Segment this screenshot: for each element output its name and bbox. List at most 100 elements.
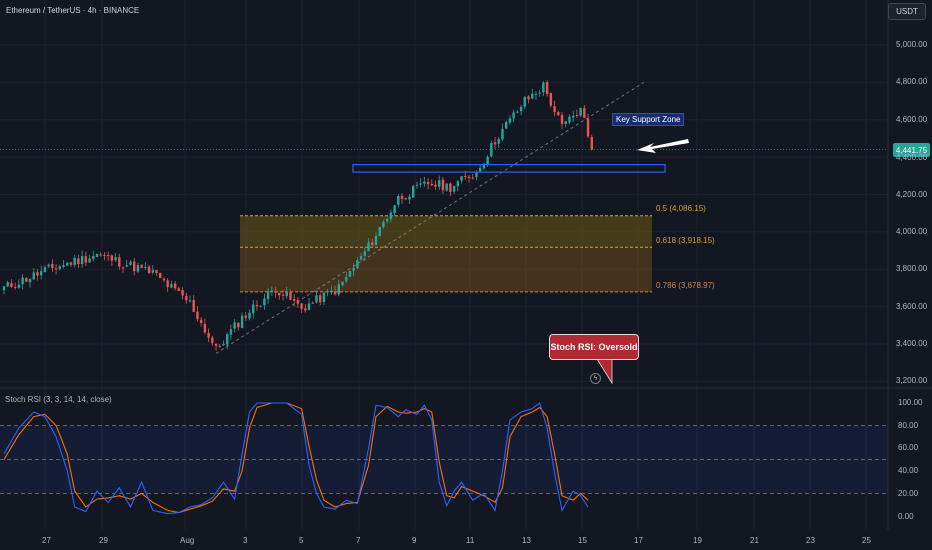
candle-body	[575, 115, 579, 117]
candle-body	[419, 183, 422, 185]
candle-body	[285, 291, 288, 297]
candle-body	[337, 284, 340, 295]
candle-body	[166, 280, 169, 287]
candle-body	[266, 291, 270, 300]
osc-tick: 20.00	[898, 489, 919, 498]
candle-body	[155, 270, 158, 274]
candle-body	[389, 212, 393, 219]
key-support-zone-rect	[352, 164, 666, 173]
candle-body	[54, 268, 58, 270]
candle-body	[248, 312, 251, 319]
candle-body	[292, 299, 296, 301]
candle-body	[471, 177, 474, 179]
candle-body	[80, 256, 84, 265]
candle-body	[66, 262, 69, 266]
candle-body	[240, 315, 244, 328]
arrow-shape	[637, 139, 689, 153]
y-tick: 3,600.00	[896, 302, 928, 311]
fib-label-0.786: 0.786 (3,678.97)	[656, 281, 715, 290]
candle-body	[374, 236, 378, 245]
candle-body	[162, 278, 166, 281]
candle-body	[460, 176, 463, 181]
candle-body	[17, 284, 21, 288]
osc-tick: 40.00	[898, 466, 919, 475]
candle-body	[296, 300, 300, 304]
candle-body	[542, 82, 545, 93]
stoch-rsi-title: Stoch RSI (3, 3, 14, 14, close)	[5, 395, 112, 404]
candle-body	[348, 270, 352, 277]
candle-body	[486, 156, 489, 164]
candle-body	[512, 112, 515, 119]
y-tick: 4,800.00	[896, 77, 928, 86]
x-tick: 27	[42, 536, 51, 545]
stoch-rsi-oversold-callout: Stoch RSI: Oversold	[549, 334, 639, 360]
candle-body	[426, 182, 430, 185]
candle-body	[412, 185, 415, 198]
candle-body	[449, 183, 452, 193]
lightning-icon[interactable]: ϟ	[590, 373, 601, 384]
fib-label-0.5: 0.5 (4,086.15)	[656, 204, 706, 213]
candle-body	[385, 218, 389, 222]
candle-body	[493, 142, 497, 145]
candle-body	[192, 300, 195, 312]
x-tick: 29	[99, 536, 108, 545]
candle-body	[170, 284, 173, 288]
currency-button[interactable]: USDT	[888, 3, 926, 20]
x-tick: 7	[356, 536, 361, 545]
stoch-d-line	[3, 402, 589, 514]
candle-body	[69, 262, 73, 265]
candle-body	[159, 272, 162, 278]
candle-body	[371, 242, 374, 246]
candle-body	[40, 271, 43, 276]
key-support-zone-label: Key Support Zone	[612, 113, 685, 126]
candle-body	[475, 171, 478, 178]
trendline-line	[215, 81, 645, 354]
candle-body	[196, 311, 199, 320]
candle-body	[508, 118, 512, 123]
candle-body	[382, 222, 385, 228]
candle-body	[415, 184, 419, 186]
candle-body	[147, 266, 151, 274]
candle-body	[99, 254, 102, 256]
candle-body	[21, 277, 24, 285]
candle-body	[10, 283, 13, 287]
candle-body	[121, 267, 125, 269]
candle-body	[226, 334, 229, 345]
candle-body	[237, 322, 240, 328]
candle-body	[586, 118, 590, 137]
candle-body	[307, 303, 311, 311]
candle-body	[43, 267, 47, 273]
y-tick: 4,400.00	[896, 153, 928, 162]
osc-tick: 60.00	[898, 443, 919, 452]
y-tick: 4,200.00	[896, 190, 928, 199]
candle-body	[497, 139, 500, 144]
candle-body	[151, 270, 154, 273]
candle-body	[330, 290, 333, 293]
candle-body	[222, 343, 225, 346]
candle-body	[482, 163, 486, 169]
candle-body	[534, 93, 538, 95]
candle-body	[62, 265, 65, 268]
chart-title: Ethereum / TetherUS · 4h · BINANCE	[6, 6, 140, 15]
candle-body	[259, 305, 262, 307]
candle-body	[133, 261, 136, 272]
candle-body	[326, 291, 329, 293]
candle-body	[359, 256, 363, 260]
current-price-tag: 4,441.75	[893, 143, 930, 157]
trendline	[215, 81, 645, 354]
candlestick-series	[2, 79, 593, 351]
fib-zone-upper	[240, 215, 652, 248]
candle-body	[300, 303, 303, 309]
y-tick: 4,000.00	[896, 227, 928, 236]
candle-body	[467, 176, 471, 179]
candle-body	[244, 315, 247, 318]
candle-body	[356, 260, 359, 269]
candle-body	[557, 112, 560, 116]
candle-body	[229, 329, 233, 335]
candle-body	[118, 257, 121, 267]
candle-body	[311, 302, 314, 304]
support-zone-box	[352, 164, 666, 173]
candle-body	[255, 305, 259, 307]
candle-body	[438, 180, 441, 187]
